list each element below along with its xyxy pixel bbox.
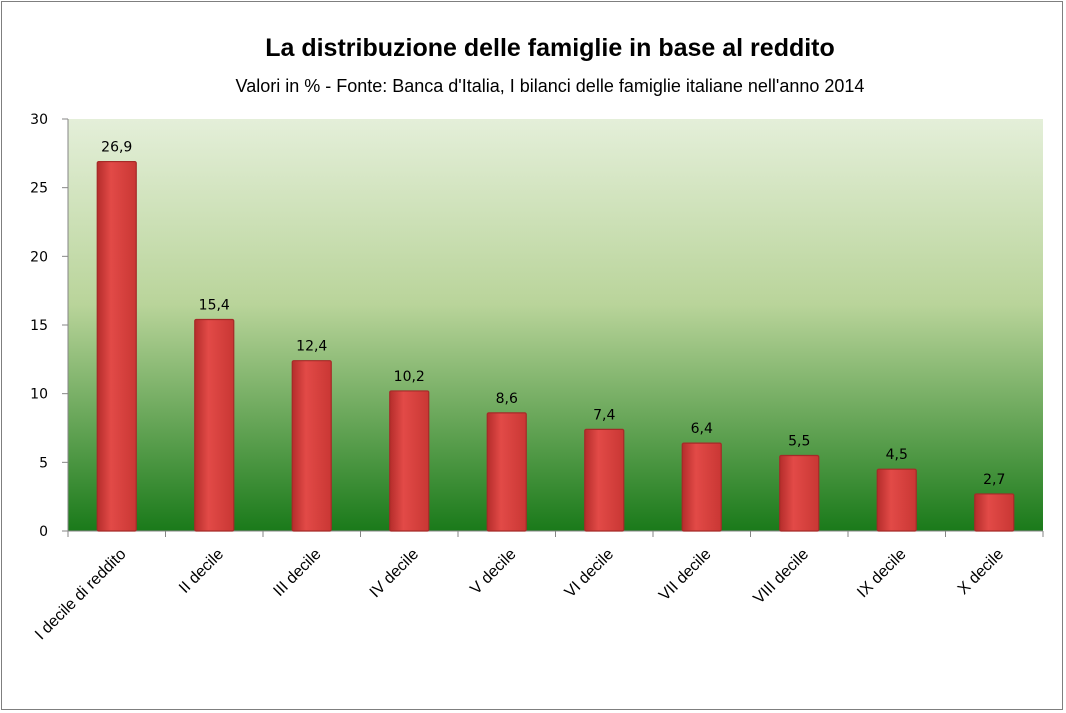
y-tick-label: 10 — [30, 387, 48, 403]
y-tick-label: 5 — [39, 455, 48, 471]
bar — [584, 428, 625, 532]
y-tick-label: 0 — [39, 524, 48, 540]
bar — [974, 493, 1015, 532]
data-label: 8,6 — [496, 391, 518, 407]
category-label: IX decile — [854, 546, 909, 601]
data-label: 12,4 — [296, 339, 327, 355]
category-label: VII decile — [656, 546, 715, 605]
bar — [779, 454, 820, 532]
y-tick-label: 30 — [30, 112, 48, 128]
data-label: 2,7 — [983, 472, 1005, 488]
category-label: III decile — [270, 546, 324, 600]
bar — [194, 318, 235, 532]
category-label: VIII decile — [750, 546, 812, 608]
category-label: IV decile — [367, 546, 422, 601]
category-label: VI decile — [562, 546, 617, 601]
bar — [876, 468, 917, 532]
bar — [389, 390, 430, 532]
data-label: 10,2 — [394, 369, 425, 385]
bar — [96, 160, 137, 532]
bar — [681, 442, 722, 532]
bar — [291, 360, 332, 532]
y-tick-label: 25 — [30, 181, 48, 197]
data-label: 4,5 — [886, 447, 908, 463]
data-label: 6,4 — [691, 421, 713, 437]
bar — [486, 412, 527, 532]
chart-title: La distribuzione delle famiglie in base … — [265, 34, 835, 62]
category-label: II decile — [176, 546, 227, 597]
chart-subtitle: Valori in % - Fonte: Banca d'Italia, I b… — [236, 76, 865, 96]
y-tick-label: 20 — [30, 249, 48, 265]
y-tick-label: 15 — [30, 318, 48, 334]
data-label: 7,4 — [593, 407, 615, 423]
data-label: 5,5 — [788, 433, 810, 449]
category-label: V decile — [467, 546, 519, 598]
category-label: I decile di reddito — [32, 546, 130, 644]
data-label: 26,9 — [101, 140, 132, 156]
category-label: X decile — [955, 546, 1007, 598]
bars-layer — [96, 160, 1015, 532]
data-label: 15,4 — [199, 298, 230, 314]
